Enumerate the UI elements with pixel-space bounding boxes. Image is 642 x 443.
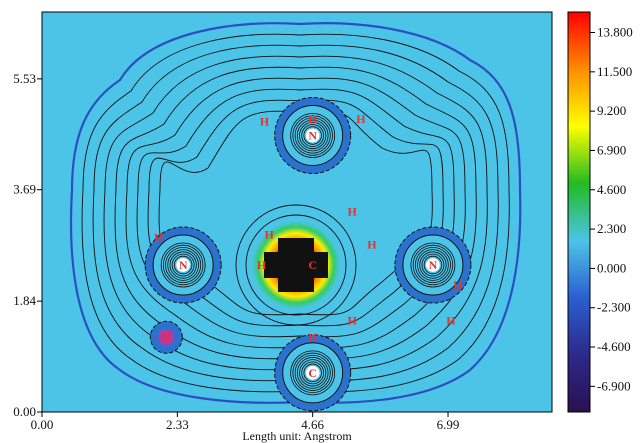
atom-label-h: H	[453, 278, 463, 292]
nucleus-core	[305, 365, 320, 380]
basin-ring	[299, 121, 327, 150]
colorbar-tick-label: -4.600	[597, 339, 631, 354]
basin-ring	[290, 113, 336, 158]
atom-basin	[144, 226, 222, 304]
basin-ring	[167, 249, 199, 281]
colorbar-tick-label: -6.900	[597, 378, 631, 393]
contour-layer	[69, 22, 522, 412]
colorbar-tick-label: -2.300	[597, 300, 631, 315]
atom-label-h: H	[154, 230, 164, 244]
nucleus-core	[305, 128, 320, 143]
central-density-block	[264, 252, 328, 278]
colorbar-tick-label: 13.800	[597, 25, 633, 40]
atom-label-h: H	[348, 204, 358, 218]
basin-ring	[303, 126, 322, 145]
basin-ring	[162, 244, 204, 286]
colorbar-tick-label: 9.200	[597, 103, 626, 118]
basin-ring	[294, 117, 331, 154]
colorbar-tick-label: 4.600	[597, 182, 626, 197]
atom-label-n: N	[308, 128, 317, 142]
colorbar-tick-label: 11.500	[597, 64, 632, 79]
basin-ring	[410, 242, 456, 288]
atom-label-c: C	[308, 258, 317, 272]
central-density-halo	[235, 204, 357, 326]
basin-ring	[303, 363, 322, 383]
basin-ring	[165, 247, 202, 284]
colorbar-ticks: 13.800 11.500 9.200 6.900 4.600 2.300 0.000 -2.…	[590, 25, 633, 393]
atom-label-n: N	[179, 258, 188, 272]
basin-ring	[294, 354, 331, 391]
envelope-contour-line	[125, 77, 466, 349]
envelope-contour-line	[92, 44, 499, 382]
x-tick-label: 4.66	[301, 417, 324, 432]
basin-ring	[412, 244, 454, 286]
basin-ring	[421, 253, 445, 277]
atom-label-h: H	[367, 238, 377, 252]
atom-label-h: H	[308, 330, 318, 344]
basin-ring	[301, 124, 325, 147]
basin-ring	[292, 115, 333, 156]
y-tick-label: 0.00	[13, 404, 36, 419]
basin-ring	[160, 242, 206, 288]
nucleus-core	[176, 258, 191, 273]
basin-ring	[299, 359, 327, 387]
envelope-contour-line	[81, 33, 510, 393]
y-tick-label: 5.53	[13, 71, 36, 86]
colorbar-tick-label: 6.900	[597, 142, 626, 157]
basin-ring	[171, 253, 195, 277]
basin-ring	[417, 249, 449, 281]
atom-label-h: H	[260, 115, 270, 129]
colorbar-tick-label: 0.000	[597, 260, 626, 275]
x-axis: 0.00 2.33 4.66 6.99	[31, 412, 460, 432]
atom-label-h: H	[446, 313, 456, 327]
atom-labels: C N N N C H H H H H H H H H H H H H	[154, 112, 463, 380]
basin-ring	[414, 247, 451, 284]
x-axis-label: Length unit: Angstrom	[242, 429, 352, 443]
colorbar-tick-label: 2.300	[597, 221, 626, 236]
atom-label-c: C	[308, 366, 317, 380]
y-tick-label: 1.84	[13, 293, 36, 308]
basin-ring	[296, 357, 329, 389]
atom-basin	[394, 226, 472, 304]
basin-ring	[290, 350, 336, 396]
nucleus-core	[425, 258, 440, 273]
atom-basin	[274, 334, 352, 412]
central-density-halo	[245, 214, 347, 316]
x-tick-label: 6.99	[437, 417, 460, 432]
x-tick-label: 2.33	[166, 417, 189, 432]
basin-ring	[419, 251, 447, 279]
y-axis: 0.00 1.84 3.69 5.53	[13, 71, 42, 419]
x-tick-label: 0.00	[31, 417, 54, 432]
envelope-contour-line	[147, 99, 444, 327]
basin-ring	[173, 255, 193, 275]
atom-label-h: H	[308, 112, 318, 126]
atom-label-n: N	[429, 258, 438, 272]
colorbar	[567, 11, 591, 413]
basin-ring	[292, 352, 333, 394]
basin-ring	[423, 255, 443, 275]
atom-label-h: H	[162, 330, 172, 344]
envelope-contour-line	[114, 66, 477, 360]
atom-label-h: H	[356, 112, 366, 126]
atom-label-h: H	[264, 227, 274, 241]
basin-ring	[169, 251, 197, 279]
zero-contour	[69, 22, 522, 404]
basin-ring	[296, 119, 329, 152]
envelope-contour-line	[103, 55, 488, 371]
hydrogen-lobe-core	[158, 329, 175, 346]
atom-label-h: H	[348, 313, 358, 327]
atom-basin	[274, 96, 352, 174]
basin-ring	[301, 361, 325, 385]
envelope-contour-line	[136, 88, 455, 338]
atom-basins	[144, 96, 472, 412]
y-tick-label: 3.69	[13, 182, 36, 197]
atom-label-h: H	[257, 258, 267, 272]
